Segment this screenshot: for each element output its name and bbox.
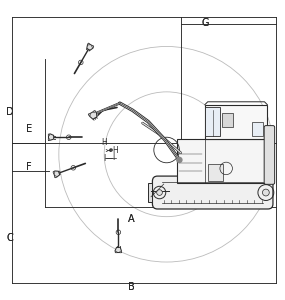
Circle shape <box>157 190 162 195</box>
Polygon shape <box>89 111 97 119</box>
Text: G: G <box>201 18 209 28</box>
Text: C: C <box>6 233 13 243</box>
Text: D: D <box>6 107 14 117</box>
Circle shape <box>48 134 50 136</box>
Polygon shape <box>53 171 60 178</box>
Text: I: I <box>113 153 115 162</box>
Text: B: B <box>128 282 135 292</box>
Bar <box>205 105 267 139</box>
Circle shape <box>120 251 121 253</box>
Text: E: E <box>26 124 32 134</box>
Bar <box>148 183 152 202</box>
Circle shape <box>115 251 117 253</box>
Text: G: G <box>201 18 209 28</box>
Circle shape <box>48 139 50 140</box>
Circle shape <box>262 189 269 196</box>
Circle shape <box>53 172 55 173</box>
Bar <box>252 122 263 136</box>
Bar <box>208 164 223 181</box>
Circle shape <box>93 111 95 113</box>
Circle shape <box>88 43 90 45</box>
Text: I: I <box>103 154 105 163</box>
Circle shape <box>55 176 56 178</box>
Polygon shape <box>87 44 93 50</box>
Text: D: D <box>6 107 14 117</box>
Circle shape <box>177 158 182 163</box>
FancyBboxPatch shape <box>152 176 273 209</box>
Text: H: H <box>101 138 107 147</box>
Polygon shape <box>115 248 121 253</box>
Text: A: A <box>128 214 135 224</box>
Text: F: F <box>26 162 32 172</box>
Bar <box>205 107 221 136</box>
Circle shape <box>92 46 93 47</box>
Circle shape <box>89 113 91 116</box>
Text: C: C <box>6 233 13 243</box>
Text: A: A <box>128 214 135 224</box>
Bar <box>222 113 233 127</box>
Polygon shape <box>48 134 54 140</box>
Text: H: H <box>113 146 119 155</box>
FancyBboxPatch shape <box>264 126 275 184</box>
Bar <box>176 139 273 183</box>
Text: E: E <box>26 124 32 134</box>
Text: F: F <box>26 162 32 172</box>
Text: B: B <box>128 282 135 292</box>
